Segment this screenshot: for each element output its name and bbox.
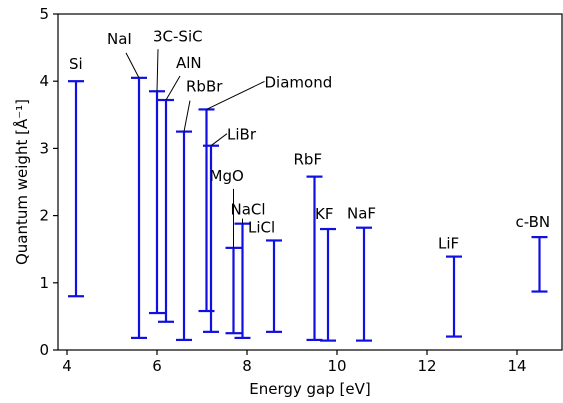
- y-axis-ticks: 0 1 2 3 4 5: [39, 5, 58, 359]
- x-axis-label: Energy gap [eV]: [249, 380, 370, 398]
- label-leader-line: [125, 52, 140, 79]
- x-tick-label: 10: [327, 357, 346, 375]
- label-leader-line: [156, 49, 159, 92]
- x-axis-ticks: 4 6 8 10 12 14: [62, 350, 527, 375]
- error-bars: [68, 76, 548, 342]
- error-bar-diamond: [198, 108, 215, 313]
- bar-label: AlN: [176, 54, 202, 72]
- x-tick-label: 12: [417, 357, 436, 375]
- y-tick-label: 2: [39, 207, 49, 225]
- error-bar-aln: [158, 98, 174, 323]
- bar-label: LiF: [438, 235, 459, 253]
- bar-label: c-BN: [516, 213, 551, 231]
- error-bar-nacl: [234, 222, 251, 340]
- y-tick-label: 1: [39, 274, 49, 292]
- plot-area: [57, 13, 563, 351]
- x-tick-label: 4: [62, 357, 72, 375]
- error-bar-c-bn: [531, 236, 548, 293]
- bar-label: Si: [69, 55, 83, 73]
- y-tick-label: 4: [39, 72, 49, 90]
- bar-label: Diamond: [265, 73, 333, 91]
- bar-label: RbBr: [186, 78, 223, 96]
- bar-labels: Si NaI 3C-SiC AlN RbBr Diamond LiBr MgO NaClLiCl…: [69, 27, 550, 252]
- bar-label: LiBr: [227, 126, 257, 144]
- error-bar-kf: [320, 227, 336, 342]
- plot-frame: [57, 13, 563, 351]
- error-bar-nai: [131, 76, 147, 340]
- error-bar-rbbr: [176, 130, 192, 342]
- label-leader-line: [210, 133, 228, 147]
- y-tick-label: 5: [39, 5, 49, 23]
- bar-label: KF: [315, 205, 333, 223]
- bar-label: MgO: [210, 167, 244, 185]
- label-leader-line: [183, 100, 191, 132]
- error-bar-licl: [266, 239, 282, 333]
- y-axis-label: Quantum weight [Å⁻¹]: [12, 99, 31, 265]
- bar-label: NaI: [107, 30, 132, 48]
- error-bar-si: [68, 80, 84, 298]
- bar-label: NaCl: [231, 201, 266, 219]
- label-leader-line: [206, 80, 265, 110]
- error-bar-lif: [446, 255, 462, 338]
- bar-label: LiCl: [248, 218, 275, 236]
- y-tick-label: 0: [39, 341, 49, 359]
- error-bar-mgo: [225, 246, 242, 335]
- bar-label: RbF: [294, 151, 323, 169]
- error-bar-rbf: [306, 175, 323, 342]
- x-tick-label: 8: [242, 357, 252, 375]
- error-bar-3c-sic: [149, 90, 165, 315]
- label-leader-line: [165, 75, 181, 101]
- y-tick-label: 3: [39, 139, 49, 157]
- bar-label: NaF: [347, 205, 376, 223]
- bar-label: 3C-SiC: [153, 27, 203, 45]
- error-bar-naf: [356, 226, 372, 342]
- x-tick-label: 6: [152, 357, 162, 375]
- x-tick-label: 14: [507, 357, 526, 375]
